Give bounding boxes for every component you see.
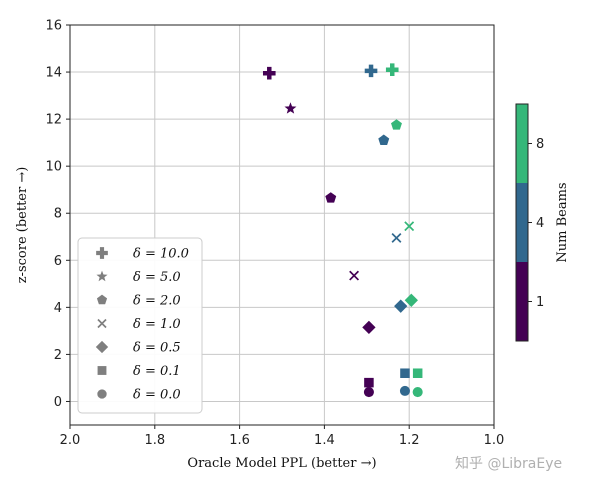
y-tick-label: 4 xyxy=(54,301,62,316)
x-tick-label: 1.6 xyxy=(229,433,250,448)
y-tick-label: 10 xyxy=(45,160,62,175)
data-point-plus-beams-4 xyxy=(364,64,378,78)
data-point-x-beams-8 xyxy=(404,221,415,232)
plot-frame xyxy=(69,24,495,426)
x-tick-label: 2.0 xyxy=(60,433,81,448)
legend-plus-icon xyxy=(96,247,108,259)
data-point-circle-beams-1 xyxy=(363,387,374,398)
legend-diamond-icon xyxy=(95,340,109,354)
x-tick-label: 1.4 xyxy=(314,433,335,448)
data-point-square-beams-8 xyxy=(412,368,423,378)
y-tick-label: 2 xyxy=(54,348,62,363)
y-axis-label: z-score (better →) xyxy=(15,167,30,284)
legend: δ = 10.0 δ = 5.0 δ = 2.0 δ = 1.0 δ = 0.5 δ = … xyxy=(77,237,203,414)
colorbar-tick-label: 8 xyxy=(536,137,544,152)
data-point-pentagon-beams-4 xyxy=(378,134,390,145)
data-point-circle-beams-4 xyxy=(399,385,410,396)
colorbar-tick-label: 4 xyxy=(536,216,544,231)
legend-square-icon xyxy=(97,366,107,375)
y-tick-label: 6 xyxy=(54,254,62,269)
legend-label: δ = 0.5 xyxy=(133,341,181,356)
y-tick-label: 0 xyxy=(54,395,62,410)
legend-x-icon xyxy=(97,318,107,329)
data-point-plus-beams-1 xyxy=(262,66,276,80)
legend-label: δ = 10.0 xyxy=(133,247,189,262)
x-axis-label: Oracle Model PPL (better →) xyxy=(187,456,376,471)
data-point-x-beams-4 xyxy=(391,232,402,243)
y-tick-label: 16 xyxy=(45,19,62,34)
x-axis-ticks: 2.0 1.8 1.6 1.4 1.2 1.0 xyxy=(60,425,505,448)
watermark: 知乎 @LibraEye xyxy=(455,455,562,472)
colorbar-tick-label: 1 xyxy=(536,295,544,310)
legend-label: δ = 1.0 xyxy=(133,317,181,332)
legend-label: δ = 0.1 xyxy=(133,364,181,379)
data-point-x-beams-1 xyxy=(349,270,360,281)
y-axis-ticks: 0 2 4 6 8 10 12 14 16 xyxy=(45,19,70,410)
data-point-diamond-beams-8 xyxy=(404,293,418,307)
legend-star-icon xyxy=(96,270,108,282)
legend-box xyxy=(77,237,203,414)
y-tick-label: 14 xyxy=(45,66,62,81)
legend-label: δ = 2.0 xyxy=(133,294,181,309)
y-tick-label: 8 xyxy=(54,207,62,222)
data-point-diamond-beams-4 xyxy=(394,299,408,313)
x-tick-label: 1.0 xyxy=(484,433,505,448)
y-tick-label: 12 xyxy=(45,113,62,128)
colorbar-segment-4 xyxy=(516,183,528,263)
colorbar-segment-1 xyxy=(516,262,528,342)
legend-label: δ = 0.0 xyxy=(133,388,181,403)
data-point-pentagon-beams-1 xyxy=(325,192,337,203)
data-point-plus-beams-8 xyxy=(385,63,399,77)
legend-label: δ = 5.0 xyxy=(133,270,181,285)
data-point-pentagon-beams-8 xyxy=(391,119,402,130)
colorbar: 1 4 8 xyxy=(515,103,544,342)
data-point-diamond-beams-1 xyxy=(362,320,376,335)
legend-circle-icon xyxy=(97,389,107,399)
data-point-square-beams-4 xyxy=(400,368,410,378)
legend-pentagon-icon xyxy=(96,294,108,305)
x-tick-label: 1.8 xyxy=(144,433,165,448)
colorbar-segment-8 xyxy=(516,104,528,184)
colorbar-label: Num Beams xyxy=(555,182,570,262)
data-point-square-beams-1 xyxy=(364,377,374,388)
x-tick-label: 1.2 xyxy=(399,433,420,448)
data-point-star-beams-1 xyxy=(284,102,297,114)
data-points xyxy=(262,63,423,398)
data-point-circle-beams-8 xyxy=(412,387,423,398)
